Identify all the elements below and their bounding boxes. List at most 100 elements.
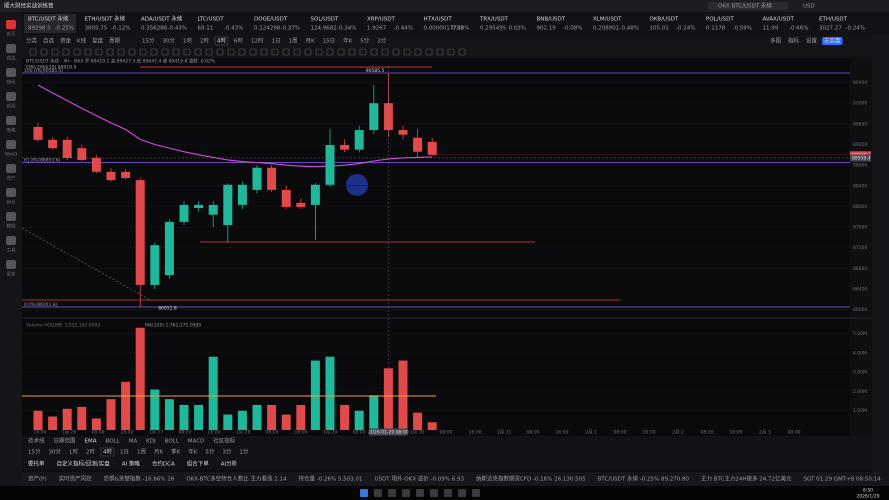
ticker-change[interactable]: -0.24% <box>846 26 865 32</box>
period-button[interactable]: 年K <box>343 37 353 45</box>
taskbar-icon[interactable] <box>416 489 424 497</box>
drawing-tool[interactable] <box>271 48 279 56</box>
drawing-tool[interactable] <box>194 48 202 56</box>
ticker-price[interactable]: 1.9267 <box>367 26 387 32</box>
ticker-name[interactable]: LTC/USDT <box>198 17 225 23</box>
bottom-period[interactable]: 年K <box>188 448 198 456</box>
status-item[interactable]: 恐惧&贪婪指数 -16.66% 26 <box>104 475 175 483</box>
drawing-tool[interactable] <box>238 48 246 56</box>
period-button[interactable]: 4时 <box>217 37 226 45</box>
tool-button[interactable]: 合约DCA <box>152 460 175 468</box>
taskbar-icon[interactable] <box>444 489 452 497</box>
sidebar-icon[interactable] <box>6 68 16 77</box>
drawing-tool[interactable] <box>249 48 257 56</box>
ticker-price[interactable]: 0.356286 <box>141 26 168 32</box>
ticker-change[interactable]: -0.37% <box>281 26 300 32</box>
bottom-period[interactable]: 3分 <box>222 448 231 456</box>
drawing-tool[interactable] <box>359 48 367 56</box>
live-button[interactable] <box>822 37 843 45</box>
indicator-tab[interactable]: BOLL <box>165 439 180 445</box>
ticker-name[interactable]: POL/USDT <box>706 17 734 23</box>
bottom-period[interactable]: 1日 <box>120 449 129 456</box>
ticker-change[interactable]: -0.66% <box>789 26 808 32</box>
ticker-price[interactable]: 0.124298 <box>254 26 281 32</box>
tool-button[interactable]: 组合下单 <box>187 460 210 468</box>
ticker-change[interactable]: -0.25% <box>55 26 74 32</box>
drawing-tool[interactable] <box>183 48 191 56</box>
toolbar-item[interactable]: 资金 <box>60 37 72 45</box>
drawing-tool[interactable] <box>458 48 466 56</box>
sidebar-label[interactable]: 快讯 <box>7 79 16 86</box>
bottom-period[interactable]: 15分 <box>28 448 41 456</box>
ticker-price[interactable]: 0.0000017733 <box>424 26 465 32</box>
ticker-change[interactable]: -0.43% <box>168 26 187 32</box>
ticker-change[interactable]: -0.34% <box>337 26 356 32</box>
status-item[interactable]: OKX-BTC多空持仓人数比 主力看涨 2.14 <box>186 475 287 483</box>
drawing-tool[interactable] <box>282 48 290 56</box>
drawing-tool[interactable] <box>403 48 411 56</box>
sidebar-icon[interactable] <box>6 140 16 149</box>
sidebar-icon[interactable] <box>6 44 16 53</box>
drawing-tool[interactable] <box>293 48 301 56</box>
ticker-price[interactable]: 0.295495 <box>480 26 507 32</box>
bottom-period[interactable]: 30分 <box>49 448 62 456</box>
drawing-tool[interactable] <box>51 48 59 56</box>
ticker-name[interactable]: OKB/USDT <box>650 17 679 23</box>
taskbar-icon[interactable] <box>458 489 466 497</box>
status-item[interactable]: BTC/USDT 永续 -0.25% 89,270.80 <box>598 475 690 483</box>
ticker-price[interactable]: 902.19 <box>537 26 557 32</box>
bottom-period[interactable]: 1分 <box>239 448 248 456</box>
indicator-tab[interactable]: MA <box>129 439 138 445</box>
ticker-name[interactable]: ETH/USDT <box>819 17 848 23</box>
taskbar-icon[interactable] <box>388 489 396 497</box>
drawing-tool[interactable] <box>216 48 224 56</box>
sidebar-label[interactable]: Web3 <box>5 152 18 158</box>
ticker-name[interactable]: ETH/USDT 永续 <box>85 15 126 23</box>
sidebar-icon[interactable] <box>6 188 16 197</box>
toolbar-item[interactable]: K线 <box>77 37 87 45</box>
tool-button[interactable]: AI 策略 <box>122 460 141 468</box>
drawing-tool[interactable] <box>205 48 213 56</box>
toolbar-right-item[interactable]: 指标 <box>788 37 800 45</box>
sidebar-label[interactable]: 自选 <box>7 55 16 62</box>
drawing-tool[interactable] <box>106 48 114 56</box>
ticker-price[interactable]: 0.1178 <box>706 26 726 32</box>
toolbar-right-item[interactable]: 设置 <box>806 37 818 45</box>
tool-button[interactable]: 自定义指标/回测/实盘 <box>57 460 111 468</box>
period-button[interactable]: 1日 <box>272 38 281 45</box>
status-item[interactable]: 资产(P) <box>28 475 47 483</box>
drawing-tool[interactable] <box>95 48 103 56</box>
ticker-price[interactable]: 124.9682 <box>311 26 337 32</box>
bottom-period[interactable]: 月K <box>154 449 164 456</box>
drawing-tool[interactable] <box>117 48 125 56</box>
ticker-change[interactable]: -0.08% <box>563 26 582 32</box>
toolbar-item[interactable]: 周期 <box>109 38 121 45</box>
ticker-change[interactable]: -0.48% <box>620 26 639 32</box>
indicator-tab[interactable]: 社区指标 <box>213 437 236 445</box>
sidebar-label[interactable]: 更多 <box>7 271 16 278</box>
indicator-tab[interactable]: EMA <box>85 439 97 445</box>
ticker-change[interactable]: -0.59% <box>733 26 752 32</box>
sidebar-label[interactable]: 持仓 <box>7 199 16 206</box>
ticker-name[interactable]: DOGE/USDT <box>254 17 288 23</box>
drawing-tool[interactable] <box>62 48 70 56</box>
drawing-tool[interactable] <box>84 48 92 56</box>
drawing-tool[interactable] <box>73 48 81 56</box>
period-button[interactable]: 15日 <box>323 38 336 45</box>
period-button[interactable]: 30分 <box>163 37 176 45</box>
taskbar-icon[interactable] <box>430 489 438 497</box>
bottom-period[interactable]: 5分 <box>205 448 214 456</box>
ticker-change[interactable]: 0.00% <box>452 26 469 32</box>
ticker-price[interactable]: 3027.27 <box>819 26 842 32</box>
drawing-tool[interactable] <box>260 48 268 56</box>
drawing-tool[interactable] <box>337 48 345 56</box>
status-item[interactable]: 纳斯达克指数期货CFD -0.16% 26,130.505 <box>476 475 586 483</box>
ticker-price[interactable]: 11.99 <box>763 26 779 32</box>
drawing-tool[interactable] <box>381 48 389 56</box>
indicator-tab[interactable]: BOLL <box>106 439 121 445</box>
period-button[interactable]: 1周 <box>289 38 298 45</box>
taskbar-icon[interactable] <box>472 489 480 497</box>
drawing-tool[interactable] <box>414 48 422 56</box>
sidebar-label[interactable]: 资产 <box>7 175 16 182</box>
drawing-tool[interactable] <box>370 48 378 56</box>
